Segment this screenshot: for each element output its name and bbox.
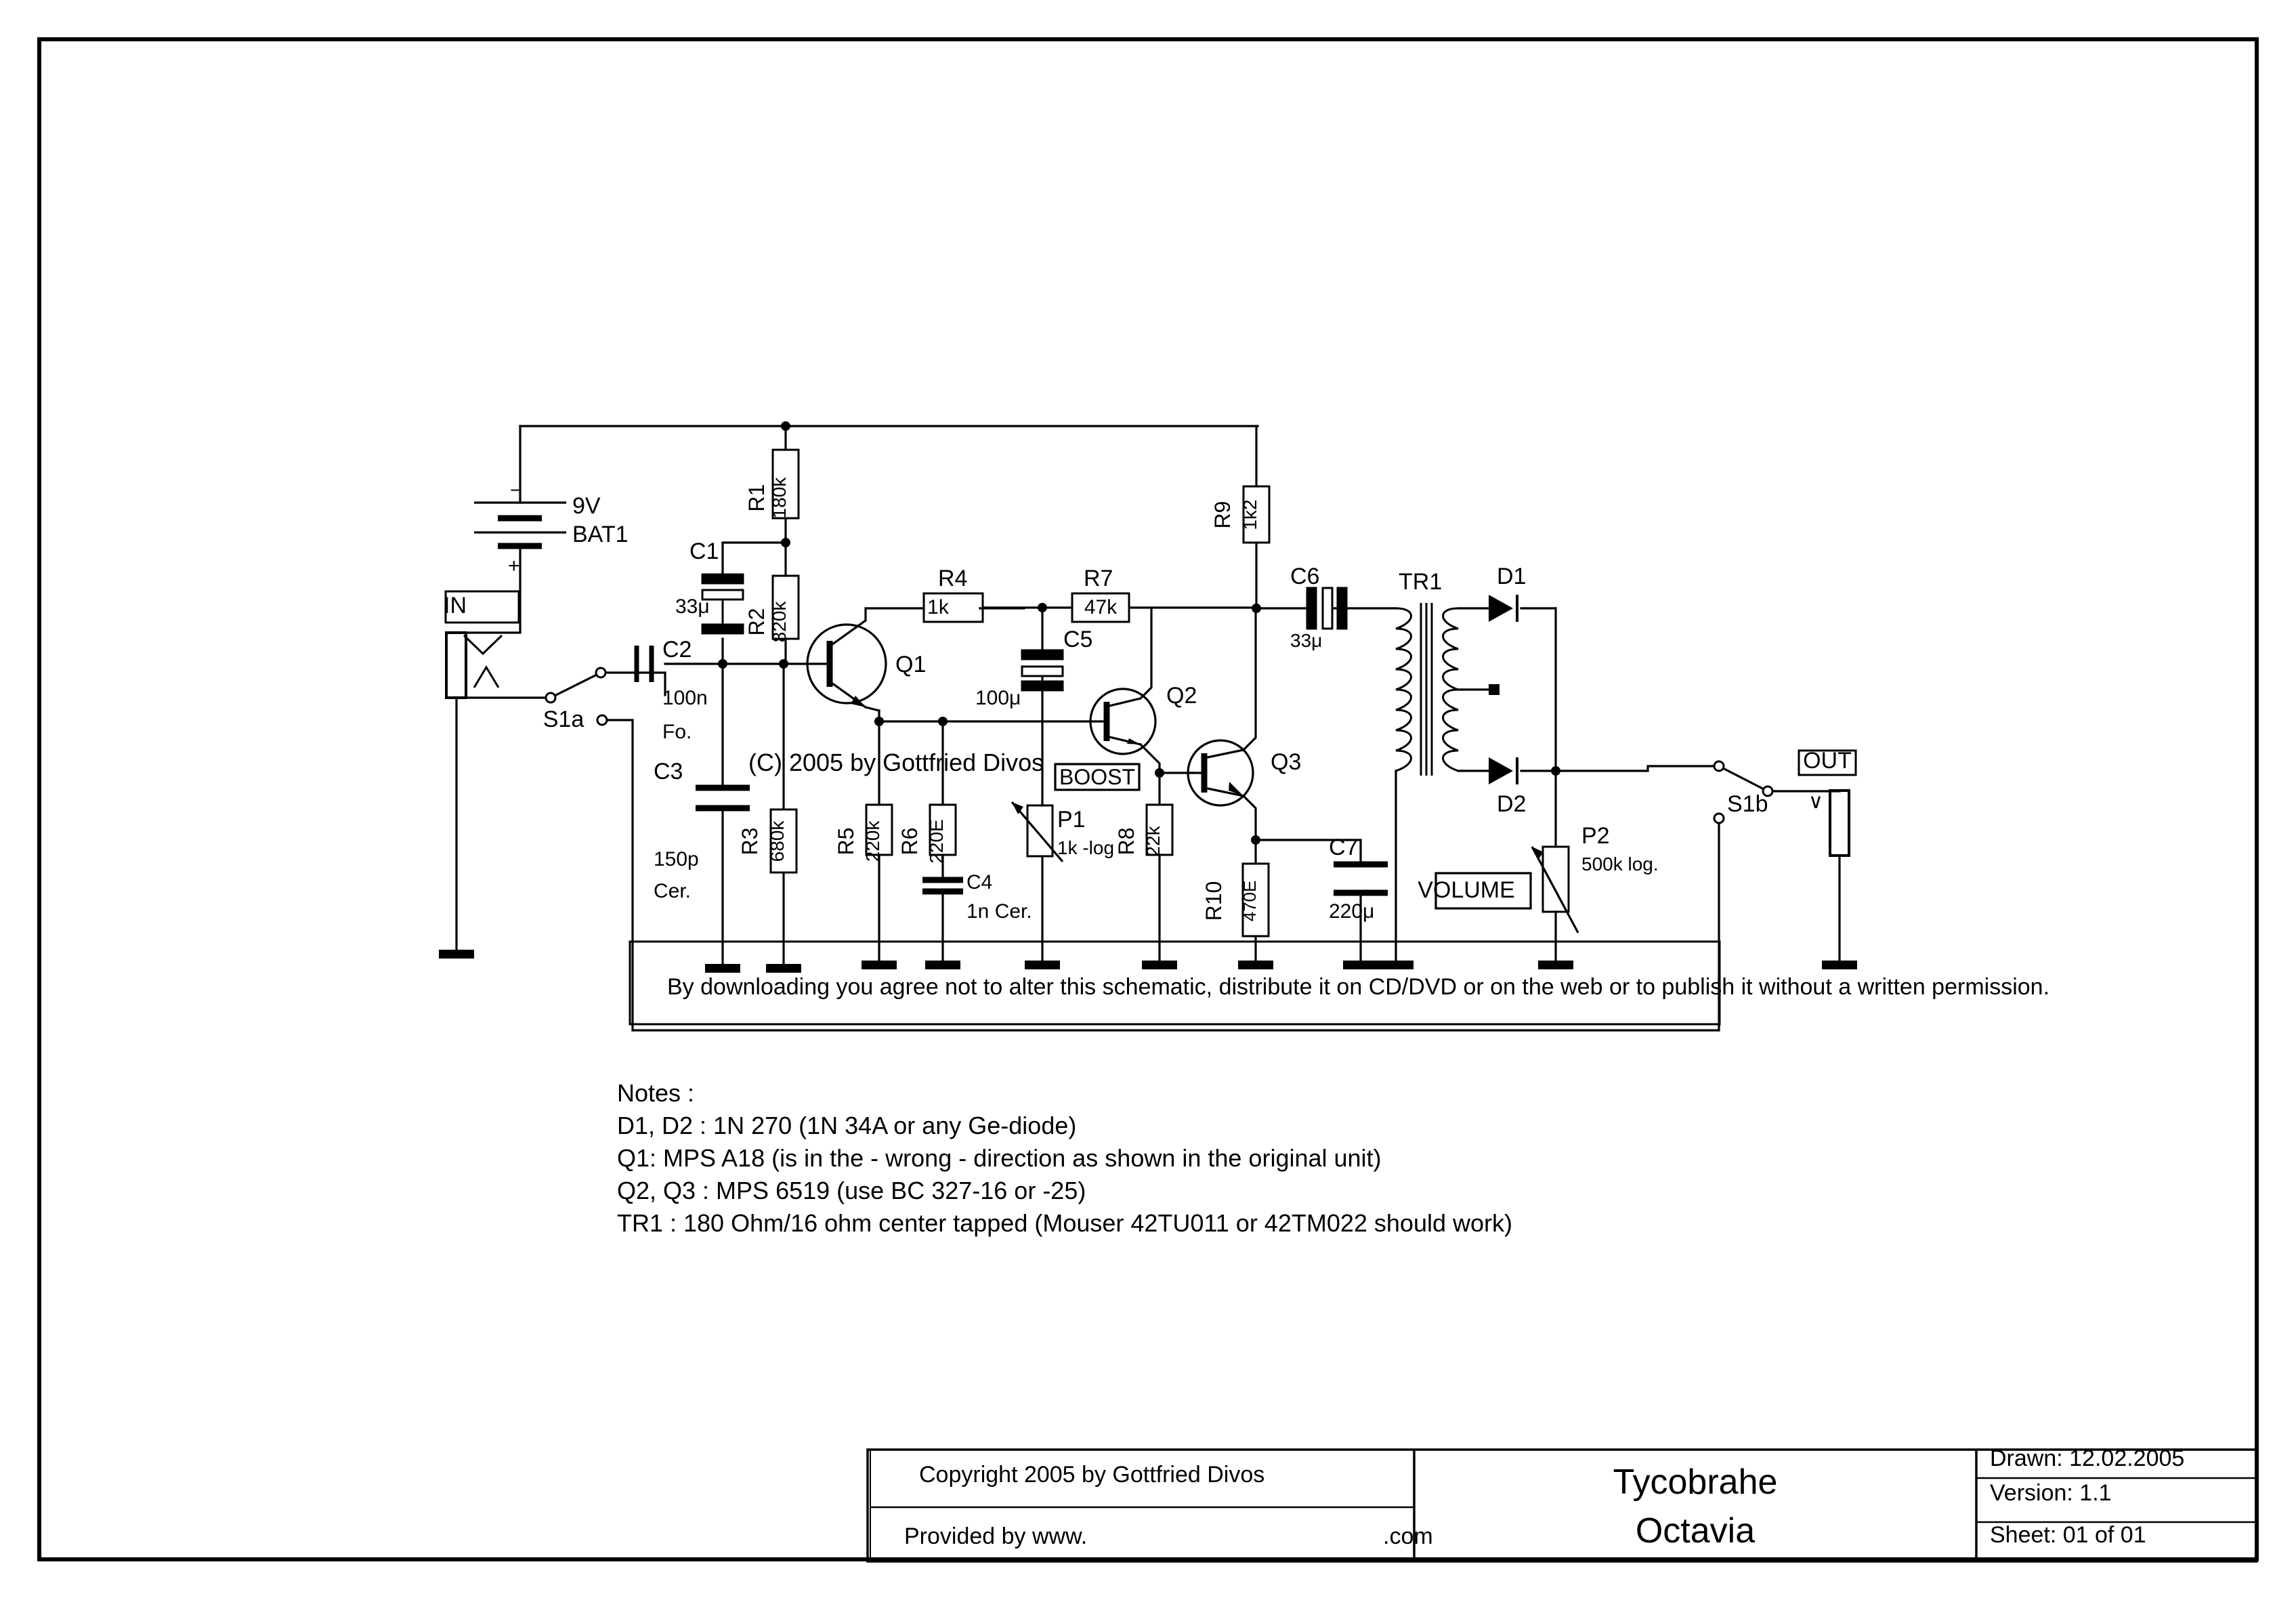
svg-text:R9: R9	[1210, 501, 1235, 529]
svg-text:Q2, Q3 : MPS 6519 (use BC 327: Q2, Q3 : MPS 6519 (use BC 327-16 or -25)	[617, 1177, 1086, 1204]
svg-text:R5: R5	[834, 828, 858, 856]
svg-text:C4: C4	[966, 871, 992, 893]
svg-text:OUT: OUT	[1803, 748, 1852, 774]
svg-text:Sheet: 01 of 01: Sheet: 01 of 01	[1990, 1522, 2146, 1548]
svg-text:R3: R3	[738, 828, 762, 856]
svg-text:Q1: MPS A18 (is in the - wro: Q1: MPS A18 (is in the - wrong - directi…	[617, 1144, 1382, 1172]
svg-text:C7: C7	[1329, 835, 1358, 860]
svg-text:Notes :: Notes :	[617, 1079, 694, 1107]
svg-text:.com: .com	[1383, 1523, 1433, 1549]
svg-text:Version: 1.1: Version: 1.1	[1990, 1480, 2112, 1506]
svg-text:TR1 : 180 Ohm/16 ohm center t: TR1 : 180 Ohm/16 ohm center tapped (Mous…	[617, 1209, 1512, 1237]
svg-text:S1b: S1b	[1727, 791, 1768, 817]
svg-text:820k: 820k	[769, 601, 790, 643]
svg-text:D1, D2 : 1N 270 (1N 34A or a: D1, D2 : 1N 270 (1N 34A or any Ge-diode)	[617, 1112, 1076, 1139]
svg-text:680k: 680k	[767, 820, 788, 862]
svg-text:150p: 150p	[654, 848, 699, 870]
svg-text:BOOST: BOOST	[1059, 765, 1135, 789]
svg-text:1k -log: 1k -log	[1057, 837, 1114, 858]
svg-text:R7: R7	[1084, 566, 1113, 591]
svg-text:100μ: 100μ	[975, 687, 1021, 709]
svg-text:R8: R8	[1114, 828, 1139, 856]
svg-text:BAT1: BAT1	[572, 522, 629, 547]
svg-text:−: −	[510, 480, 521, 501]
svg-text:22k: 22k	[1143, 825, 1164, 856]
svg-text:1k2: 1k2	[1239, 499, 1260, 530]
svg-text:9V: 9V	[572, 493, 601, 519]
svg-text:R4: R4	[938, 566, 967, 591]
svg-text:R10: R10	[1202, 881, 1226, 921]
svg-text:Provided by www.: Provided by www.	[904, 1523, 1087, 1549]
svg-text:220μ: 220μ	[1329, 900, 1374, 923]
svg-text:C3: C3	[654, 759, 683, 784]
svg-text:VOLUME: VOLUME	[1418, 877, 1515, 903]
svg-text:C6: C6	[1290, 564, 1319, 589]
svg-text:180k: 180k	[769, 477, 790, 519]
svg-text:47k: 47k	[1084, 596, 1118, 618]
svg-text:C5: C5	[1063, 627, 1092, 652]
svg-text:+: +	[508, 555, 520, 577]
svg-text:IN: IN	[444, 593, 467, 618]
svg-text:100n: 100n	[662, 687, 708, 709]
svg-text:Copyright 2005 by Gottfried Di: Copyright 2005 by Gottfried Divos	[919, 1462, 1264, 1488]
svg-text:D1: D1	[1497, 564, 1526, 589]
svg-text:Q1: Q1	[895, 652, 926, 677]
svg-text:33μ: 33μ	[675, 595, 710, 618]
svg-text:1n Cer.: 1n Cer.	[966, 900, 1032, 923]
svg-text:P2: P2	[1581, 823, 1610, 849]
svg-text:P1: P1	[1057, 807, 1086, 833]
svg-text:Drawn: 12.02.2005: Drawn: 12.02.2005	[1990, 1446, 2184, 1471]
svg-text:Octavia: Octavia	[1636, 1511, 1755, 1551]
svg-text:Cer.: Cer.	[654, 880, 691, 902]
svg-text:TR1: TR1	[1399, 569, 1442, 595]
svg-text:Fo.: Fo.	[662, 721, 692, 743]
svg-text:By downloading you agree not t: By downloading you agree not to alter th…	[667, 974, 2049, 1000]
svg-text:S1a: S1a	[543, 707, 584, 732]
svg-text:Tycobrahe: Tycobrahe	[1613, 1462, 1778, 1502]
svg-text:1k: 1k	[927, 596, 950, 618]
svg-text:D2: D2	[1497, 791, 1526, 817]
svg-text:33μ: 33μ	[1290, 630, 1322, 651]
svg-text:Q3: Q3	[1271, 749, 1301, 775]
svg-text:(C) 2005 by Gottfried Divos: (C) 2005 by Gottfried Divos	[748, 749, 1044, 776]
svg-text:220k: 220k	[862, 820, 883, 862]
svg-text:220E: 220E	[926, 819, 947, 863]
svg-text:∨: ∨	[1808, 791, 1823, 813]
svg-text:500k log.: 500k log.	[1581, 854, 1659, 875]
svg-text:C1: C1	[689, 539, 719, 564]
svg-text:R2: R2	[744, 608, 769, 636]
svg-text:C2: C2	[662, 637, 692, 662]
svg-text:R6: R6	[897, 828, 922, 856]
svg-text:R1: R1	[744, 484, 769, 512]
svg-text:Q2: Q2	[1166, 683, 1197, 709]
svg-text:470E: 470E	[1239, 881, 1260, 922]
